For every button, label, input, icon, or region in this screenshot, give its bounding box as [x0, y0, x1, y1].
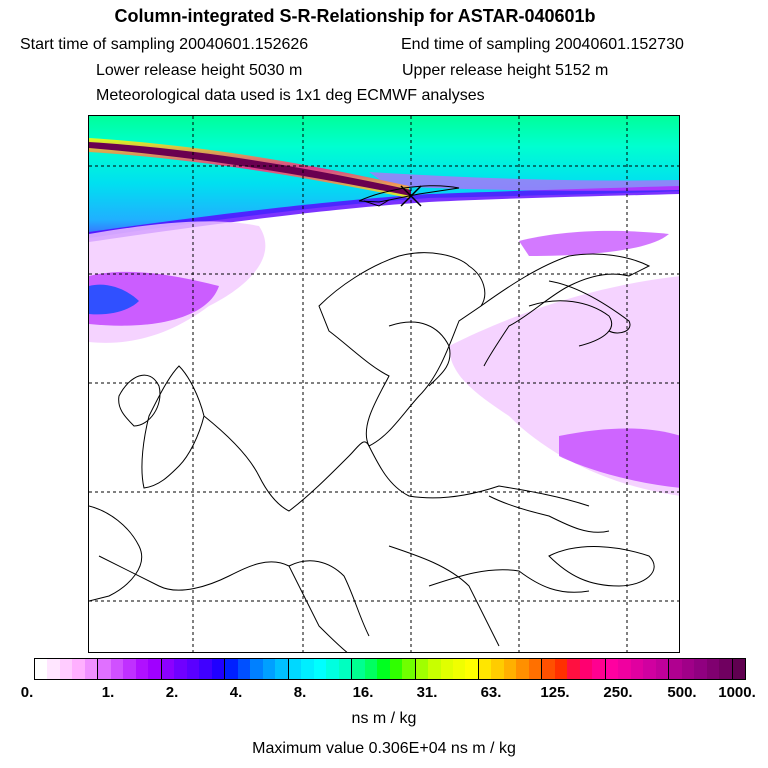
arctic-band-edge	[89, 186, 679, 242]
colorbar-segment	[275, 659, 288, 679]
colorbar-label: 125.	[540, 684, 570, 701]
colorbar-segment	[630, 659, 644, 679]
colorbar-segment	[643, 659, 656, 679]
colorbar-segment	[694, 659, 707, 679]
upper-release-height: Upper release height 5152 m	[402, 62, 609, 79]
colorbar-segment	[338, 659, 352, 679]
colorbar-label: 4.	[229, 684, 243, 701]
colorbar-segment	[123, 659, 136, 679]
colorbar-label: 500.	[667, 684, 697, 701]
colorbar-segment	[503, 659, 517, 679]
plot-title: Column-integrated S-R-Relationship for A…	[114, 6, 596, 26]
colorbar-segment	[465, 659, 478, 679]
colorbar-label: 16.	[352, 684, 374, 701]
colorbar-segment	[135, 659, 149, 679]
colorbar-segment	[402, 659, 415, 679]
colorbar-segment	[199, 659, 212, 679]
colorbar-segment	[174, 659, 187, 679]
end-time: End time of sampling 20040601.152730	[401, 36, 684, 53]
colorbar-segment	[313, 659, 327, 679]
colorbar-segment	[592, 659, 605, 679]
colorbar-segment	[389, 659, 403, 679]
colorbar-segment	[452, 659, 466, 679]
colorbar	[34, 658, 746, 680]
colorbar-segment	[59, 659, 73, 679]
x-marker	[400, 185, 422, 207]
colorbar-label: 63.	[480, 684, 502, 701]
colorbar-segment	[477, 659, 492, 679]
lower-release-height: Lower release height 5030 m	[96, 62, 303, 79]
sensitivity-west-blue	[89, 284, 139, 315]
colorbar-segment	[618, 659, 631, 679]
colorbar-segment	[364, 659, 378, 679]
colorbar-segment	[516, 659, 529, 679]
colorbar-segment	[579, 659, 593, 679]
colorbar-segment	[377, 659, 390, 679]
colorbar-label: 8.	[293, 684, 307, 701]
colorbar-segment	[262, 659, 276, 679]
colorbar-segment	[681, 659, 695, 679]
colorbar-segment	[428, 659, 441, 679]
colorbar-segment	[287, 659, 302, 679]
colorbar-segment	[186, 659, 200, 679]
sensitivity-west-core	[89, 271, 219, 326]
colorbar-label: 0.	[20, 684, 34, 701]
colorbar-label: 250.	[603, 684, 633, 701]
colorbar-segment	[148, 659, 161, 679]
colorbar-label: 2.	[165, 684, 179, 701]
colorbar-segment	[35, 659, 48, 679]
colorbar-segment	[567, 659, 580, 679]
units-label: ns m / kg	[351, 710, 417, 727]
colorbar-segment	[72, 659, 85, 679]
colorbar-segment	[731, 659, 746, 679]
coastlines	[89, 185, 655, 652]
colorbar-segment	[655, 659, 669, 679]
colorbar-segment	[326, 659, 339, 679]
colorbar-label: 31.	[416, 684, 438, 701]
colorbar-segment	[351, 659, 365, 679]
colorbar-segment	[440, 659, 453, 679]
colorbar-label: 1000.	[718, 684, 756, 701]
meteorological-data: Meteorological data used is 1x1 deg ECMW…	[96, 87, 485, 104]
colorbar-segment	[97, 659, 111, 679]
map-canvas	[89, 116, 679, 652]
map-panel[interactable]	[88, 115, 680, 653]
colorbar-segment	[414, 659, 429, 679]
colorbar-segment	[224, 659, 238, 679]
colorbar-segment	[301, 659, 314, 679]
colorbar-segment	[541, 659, 555, 679]
colorbar-segment	[110, 659, 124, 679]
colorbar-segment	[491, 659, 504, 679]
colorbar-segment	[160, 659, 175, 679]
colorbar-segment	[250, 659, 263, 679]
colorbar-segment	[47, 659, 60, 679]
sensitivity-east-core	[559, 428, 679, 488]
start-time: Start time of sampling 20040601.152626	[20, 36, 309, 53]
colorbar-segment	[668, 659, 682, 679]
maximum-value: Maximum value 0.306E+04 ns m / kg	[252, 740, 516, 757]
colorbar-segment	[719, 659, 732, 679]
colorbar-segment	[554, 659, 568, 679]
colorbar-segment	[211, 659, 225, 679]
colorbar-segment	[604, 659, 619, 679]
colorbar-segment	[84, 659, 98, 679]
colorbar-segment	[528, 659, 542, 679]
colorbar-segment	[706, 659, 720, 679]
colorbar-label: 1.	[101, 684, 115, 701]
sensitivity-northeast	[519, 230, 669, 256]
colorbar-segment	[237, 659, 251, 679]
plume-core	[89, 142, 411, 196]
